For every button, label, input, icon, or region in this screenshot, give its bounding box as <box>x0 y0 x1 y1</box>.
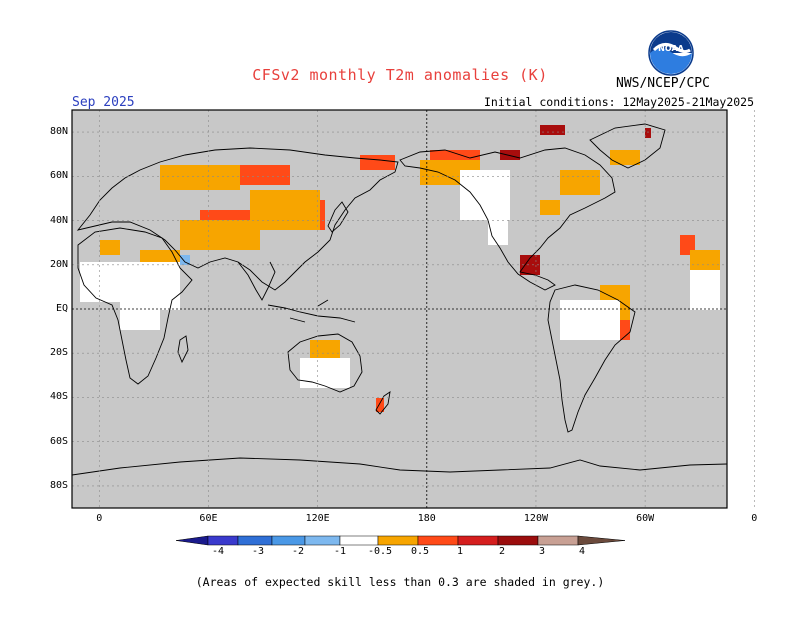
anomaly-patch-warm-2-3 <box>500 150 520 160</box>
longitude-label: 180 <box>417 513 436 524</box>
anomaly-layer <box>72 123 727 476</box>
coastline-africa <box>77 227 193 385</box>
colorbar-segment <box>457 535 499 546</box>
anomaly-patch-warm-2-3 <box>645 128 651 138</box>
latitude-label: 20N <box>49 258 68 270</box>
colorbar-tick-label: 0.5 <box>410 546 430 557</box>
lat-lon-grid <box>72 110 755 508</box>
svg-text:NOAA: NOAA <box>658 44 684 53</box>
latitude-label: 80N <box>49 126 68 138</box>
anomaly-patch-warm-0-5-1 <box>100 240 120 255</box>
coastline-indonesia <box>267 299 356 323</box>
anomaly-patch-warm-0-5-1 <box>540 200 560 215</box>
anomaly-patch-warm-0-5-1 <box>180 220 260 250</box>
longitude-label: 60E <box>199 513 218 524</box>
latitude-label: 60N <box>49 170 68 182</box>
valid-month: Sep 2025 <box>72 95 135 110</box>
noaa-logo: NOAA <box>648 30 694 76</box>
colorbar-segment <box>497 535 539 546</box>
coastline-india <box>237 261 276 301</box>
anomaly-patch-warm-0-5-1 <box>310 340 340 360</box>
coastline-eurasia <box>76 147 399 291</box>
latitude-label: EQ <box>55 303 68 314</box>
longitude-label: 0 <box>96 513 103 524</box>
anomaly-patch-neutral <box>120 300 160 330</box>
anomaly-patch-warm-1-2 <box>376 398 384 412</box>
anomaly-patch-warm-2-3 <box>520 255 540 275</box>
colorbar-tick-label: 3 <box>538 546 546 557</box>
colorbar-tick-label: 4 <box>578 546 586 557</box>
coastline-australia <box>287 333 363 393</box>
colorbar-min-arrow <box>175 535 209 546</box>
anomaly-patch-warm-2-3 <box>540 125 565 135</box>
chart-title: CFSv2 monthly T2m anomalies (K) <box>252 66 548 84</box>
anomaly-patch-neutral <box>300 358 350 388</box>
coastline-new-zealand <box>375 391 391 415</box>
anomaly-patch-cool-0-5-1 <box>180 255 190 265</box>
anomaly-patch-warm-1-2 <box>360 155 395 170</box>
colorbar-tick-label: -4 <box>211 546 225 557</box>
coastline-antarctica <box>72 457 727 476</box>
map-frame <box>71 109 728 509</box>
colorbar-tick-label: 2 <box>498 546 506 557</box>
coastline-japan <box>327 201 349 233</box>
colorbar-tick-label: -1 <box>333 546 347 557</box>
longitude-label: 120W <box>523 513 548 524</box>
longitude-label: 60W <box>636 513 655 524</box>
colorbar-tick-label: -2 <box>291 546 305 557</box>
colorbar-tick-label: 1 <box>456 546 464 557</box>
colorbar-tick-label: -0.5 <box>367 546 393 557</box>
colorbar-segment <box>417 535 459 546</box>
anomaly-patch-neutral <box>560 300 620 340</box>
colorbar-segment <box>537 535 579 546</box>
coastline-madagascar <box>177 335 189 364</box>
latitude-label: 40N <box>49 214 68 226</box>
colorbar-segment <box>271 535 306 546</box>
skill-note: (Areas of expected skill less than 0.3 a… <box>195 575 605 589</box>
anomaly-patch-warm-0-5-1 <box>610 150 640 165</box>
colorbar-segment <box>377 535 419 546</box>
longitude-label: 0 <box>751 513 758 524</box>
coastline-greenland <box>589 123 666 169</box>
initial-conditions: Initial conditions: 12May2025-21May2025 <box>484 95 755 109</box>
anomaly-patch-warm-0-5-1 <box>160 165 240 190</box>
anomaly-patch-warm-1-2 <box>430 150 480 162</box>
colorbar <box>175 535 626 546</box>
longitude-label: 120E <box>305 513 330 524</box>
colorbar-max-arrow <box>577 535 626 546</box>
anomaly-patch-warm-0-5-1 <box>690 250 720 270</box>
colorbar-segment <box>304 535 341 546</box>
coastline-north-america <box>399 147 616 291</box>
latitude-label: 80S <box>49 479 68 491</box>
anomaly-patch-neutral <box>80 262 180 302</box>
colorbar-segment <box>339 535 379 546</box>
latitude-label: 20S <box>49 347 68 359</box>
anomaly-patch-warm-0-5-1 <box>250 190 320 230</box>
latitude-label: 40S <box>49 391 68 403</box>
anomaly-patch-neutral <box>460 170 510 220</box>
anomaly-patch-warm-0-5-1 <box>560 170 600 195</box>
colorbar-segment <box>237 535 273 546</box>
coastline-south-america <box>547 284 636 433</box>
anomaly-patch-neutral <box>690 270 720 310</box>
latitude-label: 60S <box>49 435 68 447</box>
colorbar-tick-label: -3 <box>251 546 265 557</box>
colorbar-segment <box>207 535 239 546</box>
agency-label: NWS/NCEP/CPC <box>616 76 710 91</box>
